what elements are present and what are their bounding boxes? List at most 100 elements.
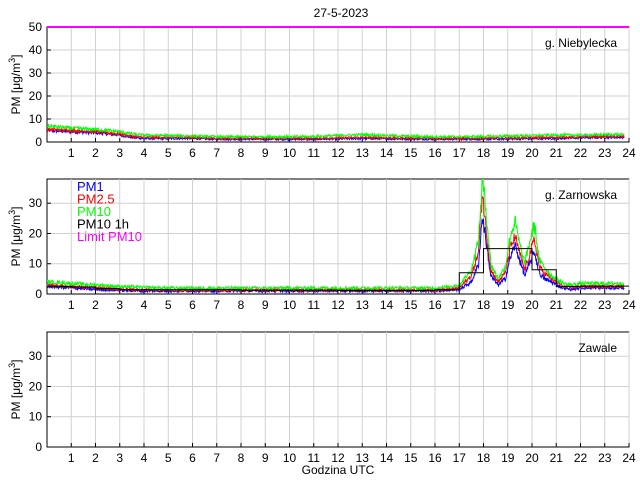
x-tick-label: 19: [501, 146, 515, 160]
x-tick-label: 15: [404, 298, 418, 312]
x-tick-label: 11: [308, 451, 321, 465]
legend-entry: PM10: [77, 204, 111, 219]
x-tick-label: 11: [308, 146, 321, 160]
x-tick-label: 6: [189, 451, 196, 465]
legend-entry: PM2.5: [77, 192, 115, 207]
x-tick-label: 6: [189, 146, 196, 160]
legend-entry: Limit PM10: [77, 229, 142, 244]
x-tick-label: 18: [477, 451, 491, 465]
x-tick-label: 24: [622, 451, 636, 465]
x-tick-label: 9: [262, 298, 269, 312]
x-tick-label: 3: [116, 298, 123, 312]
x-tick-label: 15: [404, 146, 418, 160]
panel-1: 1 2 3 4 5 6 7 8 9 10 11 12 13 14 15 16 17 18 19 20 21 22 23 240…: [7, 178, 636, 312]
x-tick-label: 21: [550, 451, 564, 465]
y-axis-label: PM [μg/m3]: [7, 55, 23, 115]
x-tick-label: 5: [165, 146, 172, 160]
x-tick-label: 21: [550, 146, 564, 160]
x-tick-label: 4: [141, 146, 148, 160]
x-tick-label: 24: [622, 298, 636, 312]
x-tick-label: 2: [92, 146, 99, 160]
station-label: g. Zarnowska: [545, 188, 617, 202]
x-tick-label: 4: [141, 298, 148, 312]
series-group: [47, 123, 625, 142]
x-tick-label: 12: [331, 298, 345, 312]
y-axis-label: PM [μg/m3]: [7, 207, 23, 267]
chart-panels: 1 2 3 4 5 6 7 8 9 10 11 12 13 14 15 16 17 18 19 20 21 22 23 240…: [7, 20, 636, 465]
x-tick-label: 16: [428, 298, 442, 312]
x-tick-label: 13: [356, 298, 370, 312]
x-tick-label: 4: [141, 451, 148, 465]
x-tick-label: 13: [356, 451, 370, 465]
y-tick-label: 30: [29, 349, 43, 363]
x-tick-label: 24: [622, 146, 636, 160]
x-tick-label: 17: [453, 298, 467, 312]
x-tick-label: 8: [238, 146, 245, 160]
y-tick-label: 40: [29, 43, 43, 57]
station-label: g. Niebylecka: [545, 36, 617, 50]
y-tick-label: 50: [29, 20, 43, 34]
x-tick-label: 14: [380, 451, 394, 465]
x-tick-label: 5: [165, 298, 172, 312]
y-tick-label: 0: [35, 135, 42, 149]
y-tick-label: 20: [29, 226, 43, 240]
panel-0: 1 2 3 4 5 6 7 8 9 10 11 12 13 14 15 16 17 18 19 20 21 22 23 240…: [7, 20, 636, 160]
x-axis-label: Godzina UTC: [302, 463, 375, 477]
legend-entry: PM10 1h: [77, 217, 129, 232]
x-tick-label: 11: [308, 298, 321, 312]
x-tick-label: 1: [68, 146, 75, 160]
x-tick-label: 23: [598, 146, 612, 160]
station-label: Zawale: [578, 341, 617, 355]
y-tick-label: 20: [29, 89, 43, 103]
x-tick-label: 22: [574, 451, 588, 465]
x-tick-label: 16: [428, 146, 442, 160]
y-tick-label: 10: [29, 112, 43, 126]
x-tick-label: 18: [477, 146, 491, 160]
y-tick-label: 20: [29, 379, 43, 393]
x-tick-label: 2: [92, 451, 99, 465]
x-tick-label: 17: [453, 451, 467, 465]
x-tick-label: 9: [262, 146, 269, 160]
y-axis-label: PM [μg/m3]: [7, 360, 23, 420]
y-tick-label: 0: [35, 287, 42, 301]
x-tick-label: 1: [68, 451, 75, 465]
chart-title: 27-5-2023: [314, 6, 369, 20]
x-tick-label: 22: [574, 298, 588, 312]
y-tick-label: 10: [29, 257, 43, 271]
x-tick-label: 7: [213, 451, 220, 465]
x-tick-label: 7: [213, 298, 220, 312]
x-tick-label: 19: [501, 298, 515, 312]
x-tick-label: 6: [189, 298, 196, 312]
x-tick-label: 8: [238, 451, 245, 465]
x-tick-label: 10: [283, 298, 297, 312]
series-group: [47, 179, 629, 294]
x-tick-label: 22: [574, 146, 588, 160]
x-tick-label: 14: [380, 298, 394, 312]
y-tick-label: 0: [35, 440, 42, 454]
x-tick-label: 15: [404, 451, 418, 465]
x-tick-label: 20: [525, 298, 539, 312]
x-tick-label: 8: [238, 298, 245, 312]
x-tick-label: 3: [116, 451, 123, 465]
x-tick-label: 23: [598, 451, 612, 465]
x-tick-label: 21: [550, 298, 564, 312]
legend-entry: PM1: [77, 179, 104, 194]
x-tick-label: 12: [331, 451, 345, 465]
x-tick-label: 14: [380, 146, 394, 160]
x-tick-label: 23: [598, 298, 612, 312]
series-pm10: [47, 179, 625, 292]
series-pm2-5: [47, 195, 625, 294]
x-tick-label: 5: [165, 451, 172, 465]
x-tick-label: 20: [525, 451, 539, 465]
x-tick-label: 7: [213, 146, 220, 160]
x-tick-label: 2: [92, 298, 99, 312]
x-tick-label: 20: [525, 146, 539, 160]
y-tick-label: 10: [29, 410, 43, 424]
x-tick-label: 1: [68, 298, 75, 312]
x-tick-label: 19: [501, 451, 515, 465]
x-tick-label: 18: [477, 298, 491, 312]
x-tick-label: 10: [283, 451, 297, 465]
y-tick-label: 30: [29, 66, 43, 80]
